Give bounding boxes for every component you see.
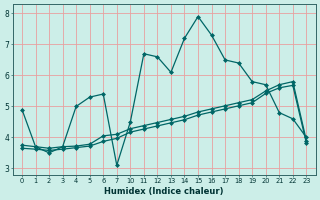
X-axis label: Humidex (Indice chaleur): Humidex (Indice chaleur): [104, 187, 224, 196]
